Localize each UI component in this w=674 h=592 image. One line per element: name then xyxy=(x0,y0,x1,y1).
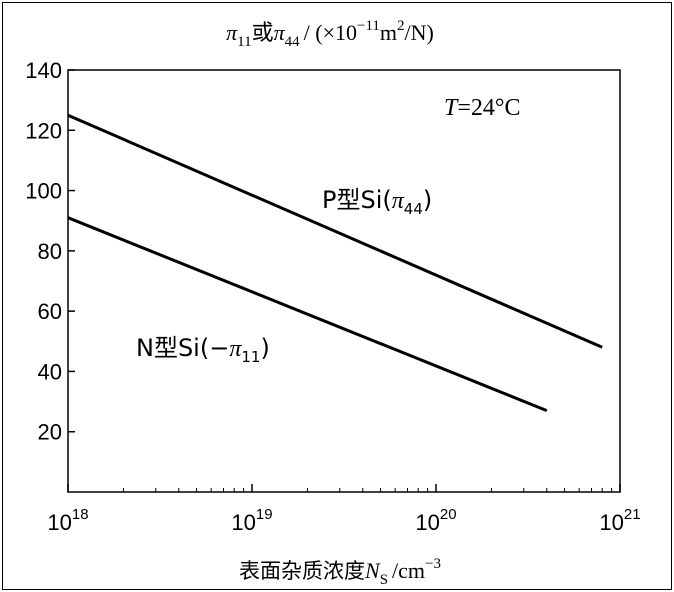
x-tick-label: 1018 xyxy=(47,506,88,535)
y-tick-label: 20 xyxy=(38,420,62,445)
y-tick-label: 120 xyxy=(25,118,62,143)
plot-area xyxy=(67,69,621,493)
x-axis-label-exp: −3 xyxy=(425,556,441,572)
x-axis-label-sub: S xyxy=(380,572,388,588)
y-tick-label: 140 xyxy=(25,58,62,83)
series-label-p: P型Si(π44) xyxy=(322,186,432,218)
temperature-value: =24°C xyxy=(457,95,520,121)
title-scale-exp: −11 xyxy=(357,18,380,34)
y-tick-label: 100 xyxy=(25,179,62,204)
temperature-var: T xyxy=(444,95,459,121)
y-tick-label: 80 xyxy=(38,239,62,264)
series-label-n: N型Si(−π11) xyxy=(136,334,270,366)
series-lines xyxy=(67,113,603,412)
x-tick-label: 1019 xyxy=(231,506,272,535)
title-unit-exp: 2 xyxy=(397,18,405,34)
x-tick-label: 1021 xyxy=(599,506,640,535)
x-tick-label: 1020 xyxy=(415,506,456,535)
x-axis-label-unit: /cm xyxy=(392,558,425,583)
title-pi11-sub: 11 xyxy=(237,34,251,50)
x-axis-ticks: 1018 1019 1020 1021 xyxy=(47,484,641,535)
y-tick-label: 40 xyxy=(38,359,62,384)
x-axis-label: 表面杂质浓度NS/cm−3 xyxy=(239,556,441,588)
chart-title: π11或π44/ (×10−11m2/N) xyxy=(226,18,434,50)
y-axis-ticks: 20 40 60 80 100 120 140 xyxy=(25,58,75,445)
title-pi11-symbol: π xyxy=(226,20,238,45)
x-axis-label-var: N xyxy=(364,558,381,583)
title-pi44-symbol: π xyxy=(274,20,286,45)
temperature-annotation: T=24°C xyxy=(444,95,521,121)
title-unit: m xyxy=(380,20,397,45)
title-scale: / (×10 xyxy=(304,20,357,45)
x-axis-label-text: 表面杂质浓度 xyxy=(239,559,365,583)
title-or: 或 xyxy=(252,21,274,46)
series-line-n-type xyxy=(67,216,548,412)
title-unit-tail: /N) xyxy=(405,20,434,45)
y-tick-label: 60 xyxy=(38,299,62,324)
series-line-p-type xyxy=(67,113,603,349)
title-pi44-sub: 44 xyxy=(285,34,301,50)
